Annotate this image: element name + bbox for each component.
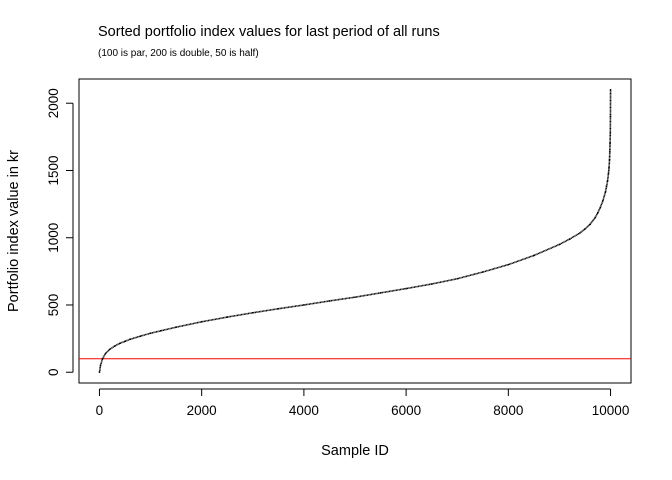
data-point (226, 316, 229, 318)
y-tick-label: 0 (46, 368, 61, 376)
data-point (430, 283, 433, 285)
data-point (608, 150, 611, 153)
data-point (533, 254, 535, 257)
data-point (405, 287, 407, 290)
data-point (175, 326, 177, 328)
data-point (104, 352, 107, 355)
data-point (584, 228, 586, 230)
data-point (251, 311, 254, 314)
data-point (113, 345, 116, 347)
data-point (607, 172, 610, 174)
data-point (456, 277, 459, 280)
data-point (303, 304, 305, 306)
x-tick-label: 0 (96, 403, 104, 418)
data-point (608, 166, 610, 169)
data-point (604, 191, 607, 193)
data-point (149, 332, 152, 335)
data-point (579, 232, 581, 234)
x-axis-label: Sample ID (321, 443, 389, 459)
x-tick-label: 10000 (592, 403, 630, 418)
data-point (354, 296, 356, 298)
data-point (328, 300, 331, 302)
chart-title: Sorted portfolio index values for last p… (98, 24, 440, 40)
data-point (481, 271, 484, 273)
data-point (609, 142, 611, 145)
data-point (589, 223, 591, 226)
data-point (558, 243, 561, 246)
y-tick-label: 1500 (46, 155, 61, 185)
data-point (606, 180, 609, 183)
data-point (119, 342, 121, 345)
x-tick-label: 8000 (493, 403, 523, 418)
data-point (602, 199, 604, 202)
data-point (108, 348, 111, 351)
y-axis-label: Portfolio index value in kr (6, 150, 22, 312)
data-point (608, 158, 611, 161)
x-tick-label: 6000 (391, 403, 421, 418)
data-point (124, 340, 126, 343)
data-point (200, 320, 203, 323)
y-axis: 0 500 1000 1500 2000 (46, 88, 74, 376)
data-point (568, 238, 571, 240)
data-point (99, 364, 102, 367)
data-point (605, 185, 608, 188)
data-points (98, 88, 612, 374)
data-point (159, 330, 162, 332)
plot-frame (78, 78, 632, 384)
data-point (129, 338, 131, 341)
data-point (596, 212, 599, 214)
data-point (609, 88, 612, 91)
x-tick-label: 4000 (289, 403, 319, 418)
data-point (594, 216, 597, 219)
x-axis: 0 2000 4000 6000 8000 10000 (96, 388, 630, 418)
data-point (277, 307, 280, 310)
chart-subtitle: (100 is par, 200 is double, 50 is half) (98, 48, 259, 59)
x-tick-label: 2000 (187, 403, 217, 418)
data-point (98, 371, 101, 374)
data-point (599, 206, 602, 209)
y-tick-label: 2000 (46, 88, 61, 118)
y-tick-label: 500 (46, 294, 61, 317)
data-point (379, 292, 382, 294)
data-point (101, 357, 104, 360)
y-tick-label: 1000 (46, 223, 61, 253)
data-point (609, 132, 612, 134)
data-point (507, 263, 510, 266)
data-point (609, 115, 612, 118)
data-point (139, 335, 142, 337)
series-curve (98, 89, 612, 373)
